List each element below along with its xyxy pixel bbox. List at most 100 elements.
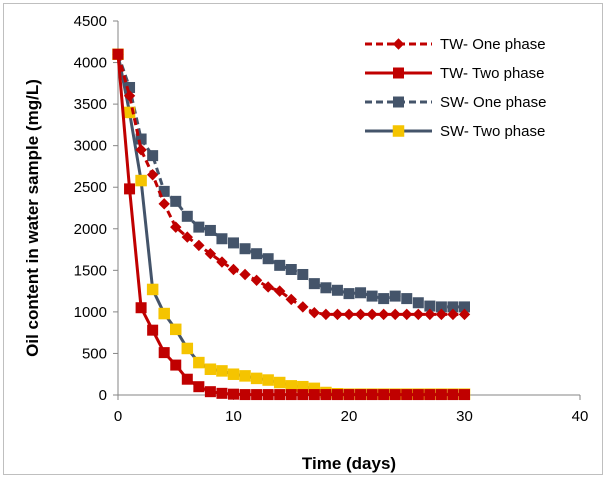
y-ticks: 0 500 1000 1500 2000 2500 3000 3500 4000 4500: [74, 13, 118, 404]
data-point: [401, 308, 413, 321]
legend-marker: [393, 96, 404, 108]
data-point: [320, 389, 332, 401]
data-point: [389, 389, 401, 401]
y-tick-label: 1500: [74, 262, 107, 279]
y-tick-label: 3000: [74, 138, 107, 155]
data-point: [227, 263, 240, 276]
data-point: [135, 144, 147, 156]
data-point: [170, 359, 182, 371]
data-point: [355, 389, 367, 401]
data-point: [193, 356, 205, 369]
legend-marker: [392, 125, 405, 137]
data-point: [239, 243, 251, 255]
y-tick-label: 3500: [74, 96, 107, 113]
data-point: [193, 239, 205, 252]
data-point: [135, 174, 147, 187]
data-point: [170, 195, 182, 207]
series-3: [112, 48, 470, 313]
data-point: [262, 253, 274, 265]
data-point: [147, 324, 159, 336]
legend: TW- One phase TW- Two phase SW- One phase S…: [365, 36, 546, 140]
data-point: [308, 389, 320, 401]
x-tick-label: 30: [456, 408, 473, 425]
data-point: [401, 293, 413, 305]
data-point: [320, 282, 332, 294]
data-point: [239, 389, 251, 401]
data-point: [331, 389, 343, 401]
data-point: [447, 308, 459, 321]
data-point: [204, 224, 216, 236]
data-point: [239, 370, 251, 382]
data-point: [228, 388, 239, 400]
data-point: [193, 381, 205, 393]
y-tick-label: 4000: [74, 55, 107, 72]
data-point: [343, 288, 355, 300]
data-point: [239, 268, 251, 281]
y-tick-label: 2500: [74, 179, 107, 196]
data-point: [251, 248, 263, 260]
legend-entry-1: TW- One phase: [365, 36, 546, 53]
data-point: [181, 210, 193, 222]
data-point: [366, 290, 378, 302]
series-line: [116, 53, 465, 396]
series-2: [112, 48, 470, 401]
data-point: [262, 374, 274, 386]
data-point: [412, 297, 424, 309]
data-point: [216, 256, 228, 268]
legend-entry-3: SW- One phase: [365, 94, 546, 111]
series-4: [112, 48, 471, 400]
data-point: [262, 389, 274, 401]
data-point: [147, 150, 159, 162]
data-point: [343, 389, 355, 401]
data-point: [158, 307, 170, 320]
series-layer: [112, 48, 471, 401]
data-point: [320, 308, 332, 321]
x-tick-label: 0: [114, 408, 122, 425]
data-point: [297, 268, 309, 280]
data-point: [227, 368, 240, 380]
data-point: [135, 302, 147, 314]
data-point: [389, 308, 401, 321]
data-point: [458, 308, 471, 321]
data-point: [181, 231, 194, 243]
data-point: [308, 307, 321, 319]
y-tick-label: 2000: [74, 221, 107, 238]
y-tick-label: 500: [82, 345, 107, 362]
data-point: [250, 274, 263, 287]
data-point: [308, 278, 320, 290]
data-point: [424, 389, 436, 401]
legend-marker: [393, 67, 404, 79]
data-point: [297, 389, 309, 401]
data-point: [216, 365, 228, 377]
legend-label: SW- One phase: [440, 94, 546, 111]
data-point: [378, 293, 390, 305]
y-tick-label: 1000: [74, 304, 107, 321]
data-point: [193, 221, 205, 233]
data-point: [204, 363, 217, 375]
series-1: [112, 48, 471, 321]
legend-marker: [392, 38, 405, 50]
legend-label: SW- Two phase: [440, 123, 545, 140]
data-point: [285, 389, 297, 401]
data-point: [285, 264, 297, 276]
data-point: [435, 389, 447, 401]
data-point: [412, 308, 425, 321]
data-point: [204, 248, 217, 260]
data-point: [459, 389, 470, 401]
data-point: [158, 347, 170, 359]
data-point: [158, 198, 170, 210]
data-point: [146, 283, 159, 296]
data-point: [170, 323, 182, 336]
y-tick-label: 0: [99, 387, 107, 404]
data-point: [112, 48, 124, 60]
data-point: [216, 387, 228, 399]
data-point: [274, 389, 286, 401]
legend-entry-2: TW- Two phase: [365, 65, 545, 82]
data-point: [378, 389, 390, 401]
data-point: [204, 386, 216, 398]
data-point: [377, 308, 390, 321]
legend-label: TW- Two phase: [440, 65, 545, 82]
data-point: [181, 342, 194, 355]
data-point: [273, 376, 286, 389]
legend-label: TW- One phase: [440, 36, 546, 53]
